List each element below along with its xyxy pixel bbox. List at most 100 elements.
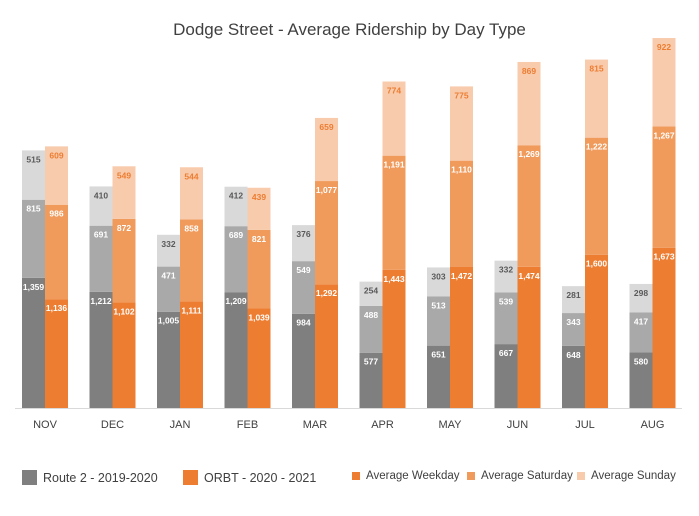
bar-orbt-average-sunday-aug — [652, 38, 676, 127]
bar-route2-average-weekday-nov — [22, 277, 45, 408]
data-label: 869 — [522, 66, 536, 76]
data-label: 1,209 — [225, 296, 247, 306]
data-label: 1,443 — [383, 274, 405, 284]
bar-route2-average-weekday-aug — [629, 352, 653, 408]
x-tick-label: FEB — [237, 419, 258, 431]
bar-route2-average-sunday-may — [427, 267, 450, 297]
data-label: 815 — [589, 64, 603, 74]
data-label: 254 — [364, 286, 378, 296]
data-label: 1,102 — [113, 306, 135, 316]
x-tick-label: AUG — [641, 419, 665, 431]
bar-orbt-average-sunday-dec — [112, 166, 136, 219]
data-label: 376 — [296, 229, 310, 239]
legend-item-orbt: ORBT - 2020 - 2021 — [183, 470, 316, 485]
data-label: 298 — [634, 288, 648, 298]
bar-orbt-average-saturday-aug — [652, 126, 676, 248]
legend-swatch-saturday — [467, 472, 475, 480]
data-label: 549 — [296, 265, 310, 275]
bar-orbt-average-sunday-mar — [315, 117, 338, 182]
bar-route2-average-saturday-may — [427, 296, 450, 346]
data-label: 648 — [566, 350, 580, 360]
legend-label-weekday: Average Weekday — [366, 470, 460, 482]
data-label: 1,474 — [518, 271, 540, 281]
bar-route2-average-sunday-jan — [157, 234, 180, 267]
bar-orbt-average-weekday-feb — [247, 308, 271, 408]
data-label: 549 — [117, 170, 131, 180]
data-label: 872 — [117, 223, 131, 233]
bar-orbt-average-sunday-jun — [517, 61, 541, 146]
legend-item-saturday: Average Saturday — [467, 470, 573, 482]
x-tick-label: JUN — [507, 419, 528, 431]
data-label: 922 — [657, 42, 671, 52]
bar-route2-average-weekday-may — [427, 345, 450, 408]
bar-route2-average-weekday-jul — [562, 345, 585, 408]
data-label: 659 — [319, 122, 333, 132]
bar-route2-average-weekday-feb — [224, 292, 248, 408]
legend-swatch-route2 — [22, 470, 37, 485]
legend-label-orbt: ORBT - 2020 - 2021 — [204, 470, 317, 485]
x-tick-label: NOV — [33, 419, 58, 431]
bar-orbt-average-saturday-nov — [45, 204, 68, 300]
bar-route2-average-sunday-mar — [292, 225, 315, 262]
bar-route2-average-saturday-jun — [494, 292, 518, 345]
bar-orbt-average-sunday-apr — [382, 81, 406, 156]
legend-label-sunday: Average Sunday — [591, 470, 676, 482]
bar-route2-average-sunday-dec — [89, 186, 113, 226]
data-label: 821 — [252, 234, 266, 244]
x-tick-label: DEC — [101, 419, 124, 431]
data-label: 1,111 — [181, 306, 202, 316]
legend-item-sunday: Average Sunday — [577, 470, 676, 482]
data-label: 1,222 — [586, 142, 608, 152]
legend-item-weekday: Average Weekday — [352, 470, 460, 482]
bar-orbt-average-weekday-jul — [585, 254, 608, 408]
data-label: 412 — [229, 191, 243, 201]
legend-swatch-sunday — [577, 472, 585, 480]
data-label: 1,359 — [23, 282, 45, 292]
bar-orbt-average-saturday-may — [450, 160, 473, 267]
legend-label-saturday: Average Saturday — [481, 470, 573, 482]
bar-route2-average-saturday-apr — [359, 305, 383, 353]
bar-route2-average-saturday-nov — [22, 199, 45, 278]
data-label: 303 — [431, 271, 445, 281]
bar-orbt-average-weekday-nov — [45, 299, 68, 408]
bar-orbt-average-saturday-jul — [585, 137, 608, 255]
bar-orbt-average-sunday-jul — [585, 59, 608, 138]
bar-route2-average-weekday-apr — [359, 352, 383, 408]
x-tick-label: MAR — [303, 419, 328, 431]
bar-orbt-average-saturday-jan — [180, 219, 203, 302]
bar-orbt-average-sunday-feb — [247, 187, 271, 230]
bar-route2-average-sunday-nov — [22, 150, 45, 200]
data-label: 515 — [26, 154, 40, 164]
data-label: 1,472 — [451, 271, 473, 281]
data-label: 1,673 — [653, 252, 675, 262]
bar-orbt-average-saturday-feb — [247, 229, 271, 309]
data-label: 667 — [499, 348, 513, 358]
data-label: 488 — [364, 310, 378, 320]
bar-route2-average-saturday-dec — [89, 225, 113, 292]
data-label: 691 — [94, 230, 108, 240]
data-label: 439 — [252, 192, 266, 202]
bar-orbt-average-weekday-jan — [180, 301, 203, 408]
data-label: 580 — [634, 356, 648, 366]
data-label: 332 — [161, 239, 175, 249]
data-label: 1,005 — [158, 316, 180, 326]
x-tick-label: JAN — [170, 419, 191, 431]
legend-label-route2: Route 2 - 2019-2020 — [43, 470, 158, 485]
legend-swatch-weekday — [352, 472, 360, 480]
data-label: 513 — [431, 300, 445, 310]
bar-route2-average-sunday-feb — [224, 186, 248, 227]
data-label: 471 — [161, 271, 175, 281]
data-label: 1,212 — [90, 296, 112, 306]
data-label: 539 — [499, 296, 513, 306]
bar-orbt-average-weekday-dec — [112, 302, 136, 408]
data-label: 858 — [184, 223, 198, 233]
data-label: 1,136 — [46, 303, 68, 313]
bar-route2-average-saturday-jul — [562, 313, 585, 346]
data-label: 986 — [49, 209, 63, 219]
bar-orbt-average-weekday-apr — [382, 269, 406, 408]
bar-route2-average-weekday-jun — [494, 344, 518, 408]
data-label: 651 — [431, 350, 445, 360]
data-label: 1,077 — [316, 185, 338, 195]
